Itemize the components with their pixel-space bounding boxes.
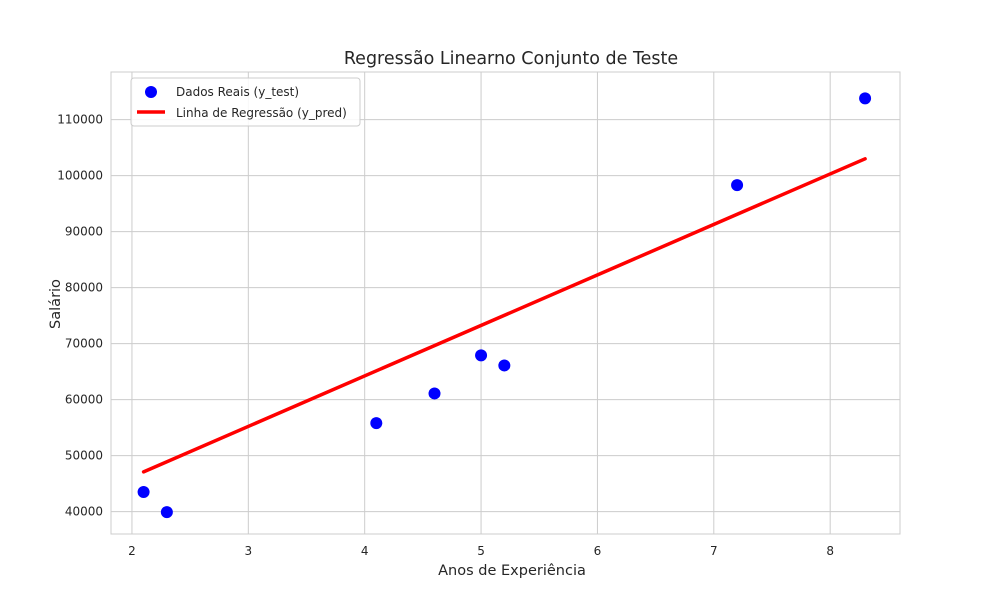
x-tick-label: 4 xyxy=(361,544,369,558)
y-tick-label: 60000 xyxy=(65,393,103,407)
x-tick-label: 2 xyxy=(128,544,136,558)
x-tick-label: 7 xyxy=(710,544,718,558)
y-tick-label: 50000 xyxy=(65,449,103,463)
grid xyxy=(111,72,900,534)
y-tick-label: 90000 xyxy=(65,225,103,239)
y-tick-label: 100000 xyxy=(57,169,103,183)
chart-title: Regressão Linearno Conjunto de Teste xyxy=(344,49,678,69)
x-tick-label: 5 xyxy=(477,544,485,558)
legend-frame xyxy=(130,77,361,127)
x-tick-label: 3 xyxy=(244,544,252,558)
y-tick-labels: 40000 50000 60000 70000 80000 90000 100000 1100… xyxy=(57,113,103,519)
data-point xyxy=(498,359,511,372)
x-axis-label: Anos de Experiência xyxy=(438,563,586,579)
y-tick-label: 70000 xyxy=(65,337,103,351)
data-point xyxy=(428,387,441,400)
data-point xyxy=(859,92,872,105)
data-point xyxy=(731,179,744,192)
y-tick-label: 40000 xyxy=(65,505,103,519)
y-tick-label: 80000 xyxy=(65,281,103,295)
y-tick-label: 110000 xyxy=(57,113,103,127)
plot-frame xyxy=(110,71,901,535)
legend: Dados Reais (y_test) Linha de Regressão … xyxy=(130,77,361,127)
data-point xyxy=(137,486,150,498)
data-point xyxy=(160,506,173,519)
regression-series xyxy=(141,157,867,474)
data-point xyxy=(475,349,488,362)
x-tick-label: 6 xyxy=(594,544,602,558)
data-point xyxy=(370,417,383,430)
legend-label-scatter: Dados Reais (y_test) xyxy=(176,85,299,99)
plot-background xyxy=(111,72,900,534)
scatter-series xyxy=(137,92,872,519)
legend-marker-scatter xyxy=(145,86,157,98)
x-tick-labels: 2 3 4 5 6 7 8 xyxy=(128,544,834,558)
regression-line xyxy=(141,157,867,474)
x-tick-label: 8 xyxy=(826,544,834,558)
y-axis-label: Salário xyxy=(48,279,64,329)
legend-label-line: Linha de Regressão (y_pred) xyxy=(176,106,347,120)
